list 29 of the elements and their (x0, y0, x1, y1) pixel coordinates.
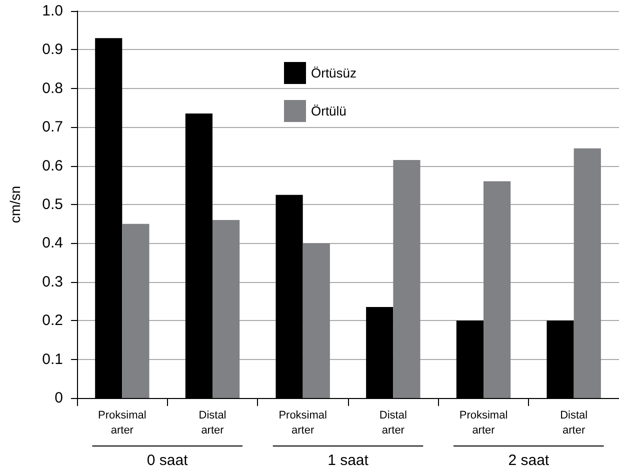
bar (574, 148, 601, 398)
x-tick-label: Proksimal arter (98, 410, 146, 436)
bar (393, 160, 420, 398)
y-tick-label: 0 (54, 390, 63, 406)
y-tick-label: 0.3 (42, 273, 63, 290)
legend-label: Örtüsüz (311, 66, 357, 80)
y-tick-label: 0.2 (42, 312, 63, 330)
text: 1 saat (328, 452, 370, 469)
y-tick-label: 0.6 (42, 157, 63, 174)
y-tick-label: 1.0 (42, 2, 63, 20)
x-tick-label: Distal arter (198, 410, 226, 436)
y-tick-label: 0.7 (42, 118, 63, 136)
y-tick-label: 0.8 (42, 80, 63, 97)
y-tick-label: 0.4 (42, 234, 63, 252)
bar (212, 220, 240, 398)
bar (122, 224, 150, 398)
y-tick-label: 0.5 (42, 196, 63, 213)
legend-label: Örtülü (311, 104, 346, 118)
y-axis-title: cm/sn (7, 186, 23, 224)
x-tick-label: Distal arter (560, 410, 588, 436)
y-tick-label: 0.1 (42, 350, 63, 368)
y-tick-label: 0.9 (42, 41, 63, 58)
x-tick-label: Proksimal arter (459, 410, 508, 436)
text: 2 saat (508, 452, 550, 469)
bar (484, 181, 511, 398)
x-tick-label: Proksimal arter (278, 410, 327, 436)
text: 0 saat (146, 452, 189, 469)
bar (302, 243, 330, 398)
x-tick-label: Distal arter (379, 410, 407, 436)
